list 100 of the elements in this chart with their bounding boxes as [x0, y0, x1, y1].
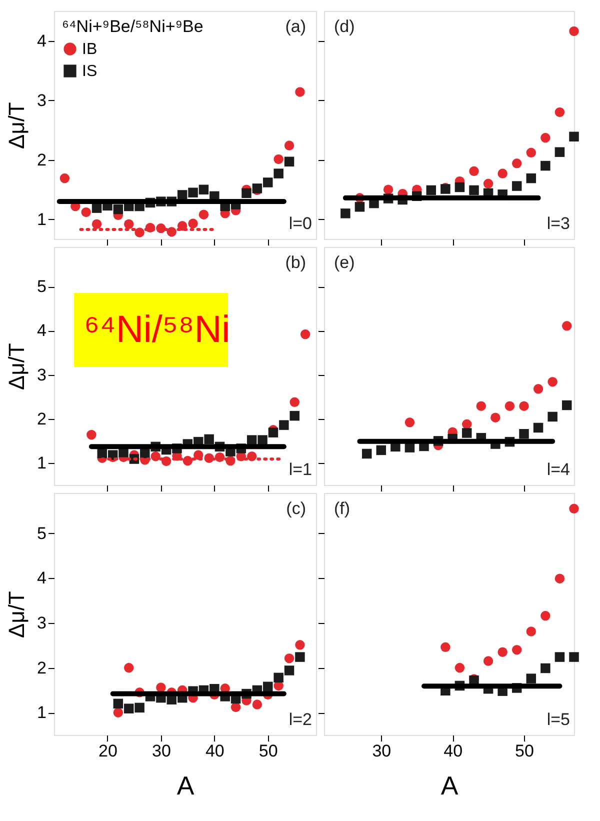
point — [188, 188, 198, 198]
legend-label: IS — [82, 63, 98, 80]
point — [562, 321, 572, 331]
point — [526, 626, 536, 636]
point — [284, 140, 294, 150]
y-axis-title: Δμ/T — [4, 102, 30, 149]
point — [252, 700, 262, 710]
y-tick-label: 4 — [37, 321, 46, 340]
annotation: l=1 — [288, 460, 312, 479]
point — [284, 156, 294, 166]
point — [512, 181, 522, 191]
annotation: l=4 — [546, 460, 570, 479]
point — [512, 158, 522, 168]
point — [340, 208, 350, 218]
point — [526, 173, 536, 184]
y-tick-label: 2 — [37, 150, 46, 170]
point — [426, 185, 436, 196]
y-tick-label: 3 — [37, 90, 46, 110]
legend-title: ⁶⁴Ni+⁹Be/⁵⁸Ni+⁹Be — [62, 17, 204, 36]
point — [540, 610, 550, 621]
point — [263, 682, 273, 692]
point — [97, 448, 107, 458]
point — [263, 178, 273, 188]
point — [295, 640, 305, 650]
point — [454, 182, 465, 192]
point — [113, 698, 124, 709]
y-tick-label: 2 — [37, 409, 46, 428]
point — [268, 428, 278, 438]
annotation: (d) — [334, 17, 355, 36]
annotation: (a) — [285, 17, 306, 36]
y-tick-label: 1 — [37, 453, 46, 472]
y-axis-title: Δμ/T — [4, 343, 30, 390]
point — [569, 652, 579, 662]
point — [554, 147, 565, 157]
y-tick-label: 4 — [37, 31, 46, 50]
point — [404, 418, 415, 428]
point — [504, 401, 515, 411]
point — [498, 168, 508, 178]
point — [134, 702, 144, 713]
point — [290, 397, 300, 408]
point — [462, 419, 472, 430]
point — [188, 218, 198, 228]
annotation: (c) — [286, 499, 306, 518]
annotation: l=3 — [546, 214, 570, 233]
point — [462, 428, 472, 438]
point — [113, 204, 124, 214]
point — [440, 642, 450, 652]
point — [177, 190, 188, 200]
point — [230, 702, 241, 712]
point — [562, 400, 572, 410]
point — [554, 574, 565, 584]
legend-label: IB — [82, 41, 98, 58]
point — [483, 178, 494, 188]
x-axis-title: A — [176, 770, 195, 800]
point — [60, 173, 70, 184]
point — [92, 219, 102, 229]
x-tick-label: 50 — [258, 742, 278, 760]
point — [469, 166, 479, 176]
point — [540, 663, 550, 674]
y-tick-label: 4 — [37, 568, 46, 588]
point — [274, 154, 284, 164]
annotation: l=2 — [288, 710, 312, 729]
point — [540, 160, 550, 171]
annotation: l=5 — [546, 710, 570, 729]
y-tick-label: 5 — [37, 277, 46, 296]
point — [274, 168, 284, 178]
y-axis-title: Δμ/T — [4, 591, 30, 638]
point — [86, 430, 96, 440]
point — [376, 445, 386, 456]
x-tick-label: 40 — [205, 742, 224, 760]
point — [569, 504, 579, 514]
point — [246, 435, 257, 445]
point — [519, 401, 529, 411]
y-tick-label: 1 — [37, 703, 46, 722]
point — [569, 26, 579, 36]
point — [526, 148, 536, 158]
point — [124, 704, 134, 714]
point — [512, 644, 522, 655]
point — [540, 132, 550, 143]
point — [242, 188, 252, 198]
point — [548, 412, 558, 422]
point — [548, 377, 558, 387]
y-tick-label: 2 — [37, 658, 46, 678]
x-axis-title: A — [440, 770, 459, 800]
point — [526, 674, 536, 684]
point — [156, 682, 166, 692]
point — [124, 662, 134, 673]
point — [498, 647, 508, 657]
x-tick-label: 30 — [152, 742, 171, 760]
point — [454, 662, 465, 673]
point — [483, 656, 494, 666]
annotation: (e) — [334, 253, 355, 272]
point — [569, 132, 579, 142]
point — [300, 329, 310, 340]
point — [533, 422, 544, 433]
point — [469, 185, 479, 196]
x-tick-label: 50 — [515, 742, 534, 760]
y-tick-label: 1 — [37, 210, 46, 229]
x-tick-label: 40 — [444, 742, 463, 760]
point — [295, 87, 305, 97]
